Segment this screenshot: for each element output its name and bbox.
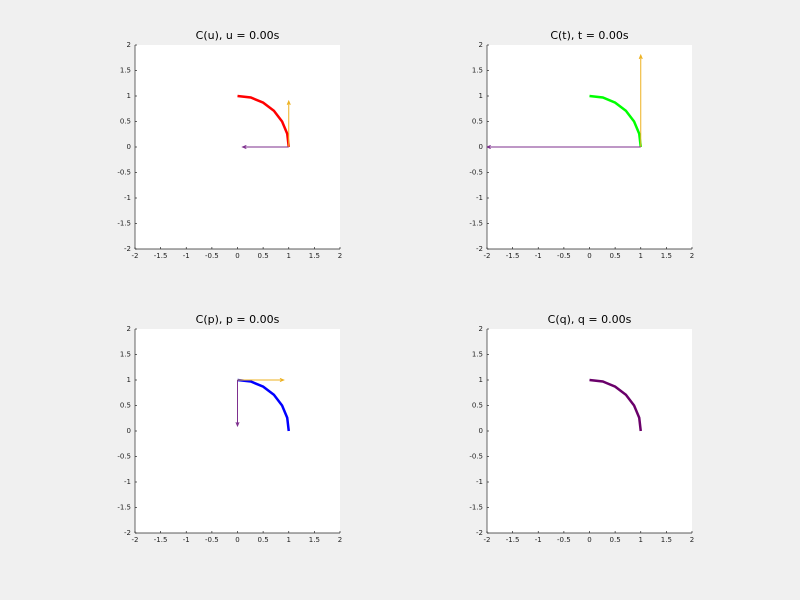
y-tick-label: 1.5 (472, 67, 483, 75)
chart-title: C(t), t = 0.00s (550, 29, 629, 42)
y-tick-label: 0 (127, 143, 131, 151)
x-tick-label: 1 (287, 252, 291, 260)
x-tick-label: 0.5 (258, 252, 269, 260)
y-tick-label: -0.5 (117, 453, 131, 461)
chart-title: C(q), q = 0.00s (548, 313, 632, 326)
y-tick-label: 1 (127, 376, 131, 384)
y-tick-label: 0.5 (472, 118, 483, 126)
axes-background (135, 329, 340, 533)
chart-title: C(u), u = 0.00s (196, 29, 280, 42)
vector-arrow (241, 144, 289, 150)
arc-line (589, 378, 642, 432)
y-tick-label: -0.5 (469, 169, 483, 177)
plot-area (235, 377, 290, 432)
y-tick-label: -1 (476, 194, 483, 202)
y-tick-label: -1 (124, 478, 131, 486)
x-tick-label: 1.5 (309, 536, 320, 544)
x-tick-label: -2 (132, 536, 139, 544)
y-tick-label: -2 (124, 245, 131, 253)
y-tick-label: -2 (476, 245, 483, 253)
x-tick-label: -1.5 (506, 536, 520, 544)
x-tick-label: -2 (484, 252, 491, 260)
x-tick-label: -2 (484, 536, 491, 544)
y-tick-label: 2 (479, 41, 483, 49)
y-tick-label: -1 (476, 478, 483, 486)
x-tick-label: 2 (338, 536, 342, 544)
x-tick-label: -1 (535, 536, 542, 544)
y-tick-label: -2 (124, 529, 131, 537)
x-tick-label: -1 (183, 252, 190, 260)
x-tick-label: -0.5 (557, 252, 571, 260)
x-tick-label: -0.5 (205, 536, 219, 544)
subplot: C(u), u = 0.00s -2 -1.5 -1 -0.5 0 0.5 1 1.5 2 -2 -1… (117, 29, 342, 260)
y-tick-label: -1 (124, 194, 131, 202)
arc-line (237, 378, 290, 432)
y-tick-label: 2 (127, 41, 131, 49)
x-tick-label: 2 (690, 536, 694, 544)
y-tick-label: -0.5 (117, 169, 131, 177)
x-tick-label: 0.5 (610, 252, 621, 260)
y-tick-label: 0.5 (120, 402, 131, 410)
arc-line (589, 94, 642, 148)
x-tick-label: 1.5 (661, 536, 672, 544)
y-tick-label: 1 (479, 92, 483, 100)
subplot: C(t), t = 0.00s -2 -1.5 -1 -0.5 0 0.5 1 1.5 2 -2 -1… (469, 29, 694, 260)
x-tick-label: -0.5 (205, 252, 219, 260)
y-tick-label: -1.5 (117, 220, 131, 228)
x-tick-label: 1.5 (309, 252, 320, 260)
x-tick-label: 0 (587, 252, 591, 260)
subplot: C(p), p = 0.00s -2 -1.5 -1 -0.5 0 0.5 1 1.5 2 -2 -1… (117, 313, 342, 544)
x-tick-label: 1 (639, 536, 643, 544)
x-tick-label: -1.5 (154, 536, 168, 544)
y-tick-label: -0.5 (469, 453, 483, 461)
x-tick-label: 0.5 (610, 536, 621, 544)
arc-line (237, 94, 290, 148)
x-tick-label: 1.5 (661, 252, 672, 260)
x-tick-label: 2 (690, 252, 694, 260)
y-tick-label: 2 (127, 325, 131, 333)
y-tick-label: -1.5 (469, 504, 483, 512)
y-tick-label: -1.5 (469, 220, 483, 228)
y-tick-label: 0.5 (472, 402, 483, 410)
x-tick-label: 0 (587, 536, 591, 544)
x-tick-label: -1 (535, 252, 542, 260)
y-tick-label: 2 (479, 325, 483, 333)
vector-arrow (286, 99, 291, 147)
axes-background (135, 45, 340, 249)
x-tick-label: 0.5 (258, 536, 269, 544)
y-tick-label: 1 (479, 376, 483, 384)
y-tick-label: 0 (479, 427, 483, 435)
plot-area (487, 53, 643, 150)
y-tick-label: 1.5 (472, 351, 483, 359)
x-tick-label: -1 (183, 536, 190, 544)
x-tick-label: 2 (338, 252, 342, 260)
y-tick-label: -2 (476, 529, 483, 537)
chart-title: C(p), p = 0.00s (196, 313, 280, 326)
vector-arrow (237, 377, 285, 383)
x-tick-label: 0 (235, 252, 239, 260)
x-tick-label: 0 (235, 536, 239, 544)
plot-area (237, 94, 291, 150)
x-tick-label: -1.5 (506, 252, 520, 260)
vector-arrow (487, 144, 641, 150)
y-tick-label: 1.5 (120, 67, 131, 75)
x-tick-label: 1 (287, 536, 291, 544)
vector-arrow (235, 380, 240, 428)
y-tick-label: 0 (479, 143, 483, 151)
y-tick-label: 0.5 (120, 118, 131, 126)
x-tick-label: -2 (132, 252, 139, 260)
plot-area (589, 378, 642, 432)
y-tick-label: 0 (127, 427, 131, 435)
vector-arrow (638, 53, 643, 147)
x-tick-label: -1.5 (154, 252, 168, 260)
axes-background (487, 329, 692, 533)
subplot: C(q), q = 0.00s -2 -1.5 -1 -0.5 0 0.5 1 1.5 2 -2 -1… (469, 313, 694, 544)
x-tick-label: -0.5 (557, 536, 571, 544)
y-tick-label: 1.5 (120, 351, 131, 359)
y-tick-label: 1 (127, 92, 131, 100)
y-tick-label: -1.5 (117, 504, 131, 512)
x-tick-label: 1 (639, 252, 643, 260)
